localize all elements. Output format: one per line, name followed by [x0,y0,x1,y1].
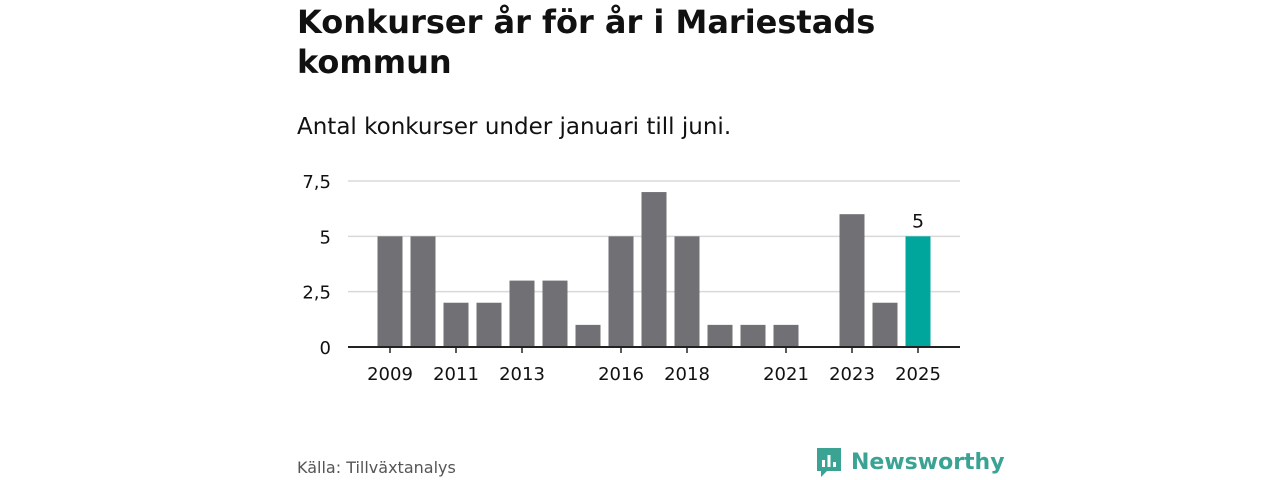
bar-2009 [377,236,403,347]
chart-title: Konkurser år för år i Mariestads kommun [297,3,876,81]
bar-2010 [410,236,436,347]
axes: 0 2,5 5 7,5 2009 2011 2013 2016 2018 2021 2023 2025 [302,172,960,385]
y-tick-label: 7,5 [302,172,331,193]
x-tick-label-2013: 2013 [499,364,545,385]
bar-2011 [443,302,469,347]
x-tick-label-2011: 2011 [433,364,479,385]
x-tick-label-2016: 2016 [598,364,644,385]
bar-2021 [773,324,799,347]
data-labels: 5 [912,210,924,232]
bars [377,192,931,347]
bar-2015 [575,324,601,347]
bar-2024 [872,302,898,347]
bar-2014 [542,280,568,347]
bar-2019 [707,324,733,347]
bar-2020 [740,324,766,347]
newsworthy-logo: Newsworthy [815,446,1005,478]
bar-2018 [674,236,700,347]
bar-2016 [608,236,634,347]
bar-2017 [641,192,667,347]
bar-2012 [476,302,502,347]
x-tick-label-2025: 2025 [895,364,941,385]
y-tick-label: 5 [320,227,331,248]
source-note: Källa: Tillväxtanalys [297,458,456,477]
bar-2013 [509,280,535,347]
x-tick-label-2023: 2023 [829,364,875,385]
bar-2025 [905,236,931,347]
y-tick-label: 2,5 [302,283,331,304]
chart-subtitle: Antal konkurser under januari till juni. [297,114,732,140]
x-tick-label-2018: 2018 [664,364,710,385]
data-label-2025: 5 [912,210,924,232]
bar-2023 [839,214,865,347]
y-tick-label: 0 [320,338,331,359]
x-tick-label-2009: 2009 [367,364,413,385]
newsworthy-logo-icon [817,448,841,477]
newsworthy-logo-text: Newsworthy [851,449,1005,475]
x-tick-label-2021: 2021 [763,364,809,385]
